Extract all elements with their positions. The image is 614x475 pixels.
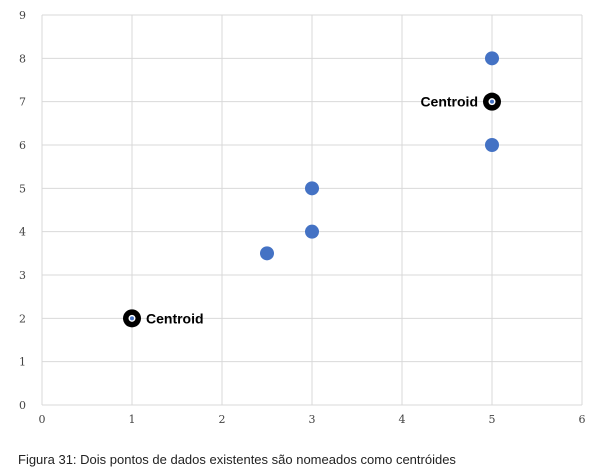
centroid-label: Centroid: [420, 94, 478, 110]
data-points: [260, 51, 499, 261]
x-tick-label: 0: [39, 413, 46, 426]
centroids: Centroid Centroid: [123, 92, 501, 328]
centroid-marker: [123, 309, 141, 328]
y-tick-label: 0: [19, 399, 26, 412]
y-tick-label: 8: [19, 52, 26, 65]
y-tick-label: 4: [19, 226, 26, 239]
data-point: [260, 246, 274, 261]
x-tick-label: 4: [399, 413, 406, 426]
tick-labels: 0 1 2 3 4 5 6 0 1 2 3 4 5 6 7 8 9: [19, 9, 586, 426]
y-tick-label: 5: [19, 182, 26, 195]
y-tick-label: 1: [19, 356, 26, 369]
centroid-marker: [483, 92, 501, 111]
scatter-chart: 0 1 2 3 4 5 6 0 1 2 3 4 5 6 7 8 9 Centroid Centroid: [19, 9, 586, 426]
x-tick-label: 5: [489, 413, 496, 426]
y-tick-label: 3: [19, 269, 26, 282]
data-point: [305, 181, 319, 196]
grid-lines: [41, 14, 583, 406]
x-tick-label: 1: [129, 413, 136, 426]
y-tick-label: 9: [19, 9, 26, 22]
y-tick-label: 2: [19, 312, 26, 325]
data-point: [485, 138, 499, 152]
y-tick-label: 6: [19, 139, 26, 152]
data-point: [485, 51, 499, 66]
data-point: [305, 224, 319, 239]
centroid-label: Centroid: [146, 310, 204, 326]
x-tick-label: 2: [219, 413, 226, 426]
x-tick-label: 3: [309, 413, 316, 426]
figure-caption: Figura 31: Dois pontos de dados existent…: [18, 452, 456, 467]
x-tick-label: 6: [579, 413, 586, 426]
y-tick-label: 7: [19, 96, 26, 109]
